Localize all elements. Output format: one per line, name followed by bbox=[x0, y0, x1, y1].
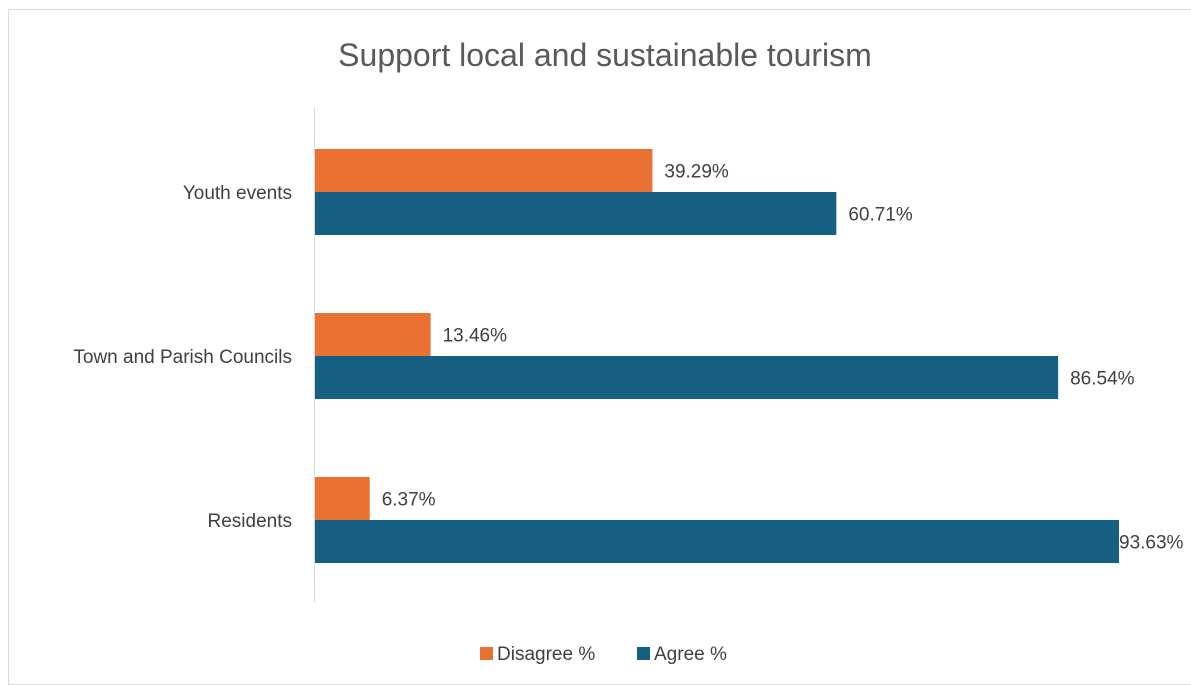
chart-title: Support local and sustainable tourism bbox=[338, 37, 872, 73]
legend-label: Disagree % bbox=[497, 644, 595, 665]
chart-frame bbox=[8, 9, 1191, 685]
category-labels: Youth events Town and Parish Councils Resi… bbox=[73, 183, 292, 532]
category-label: Residents bbox=[208, 511, 293, 532]
disagree-bar bbox=[315, 313, 431, 356]
bars-group: 39.29% 60.71% 13.46% 86.54% 6.37% 93.63% bbox=[315, 149, 1184, 563]
data-label: 39.29% bbox=[664, 162, 729, 183]
legend: Disagree % Agree % bbox=[480, 644, 727, 665]
category-label: Town and Parish Councils bbox=[73, 347, 292, 368]
disagree-bar bbox=[315, 149, 653, 192]
data-label: 60.71% bbox=[848, 205, 913, 226]
category-label: Youth events bbox=[183, 183, 292, 204]
data-label: 13.46% bbox=[443, 326, 508, 347]
legend-disagree-swatch bbox=[480, 647, 493, 660]
agree-bar bbox=[315, 192, 837, 235]
agree-bar bbox=[315, 356, 1059, 399]
legend-label: Agree % bbox=[654, 644, 727, 665]
legend-agree-swatch bbox=[637, 647, 650, 660]
data-label: 93.63% bbox=[1119, 533, 1184, 554]
disagree-bar bbox=[315, 477, 370, 520]
agree-bar bbox=[315, 520, 1119, 563]
data-label: 86.54% bbox=[1070, 369, 1135, 390]
data-label: 6.37% bbox=[382, 490, 436, 511]
